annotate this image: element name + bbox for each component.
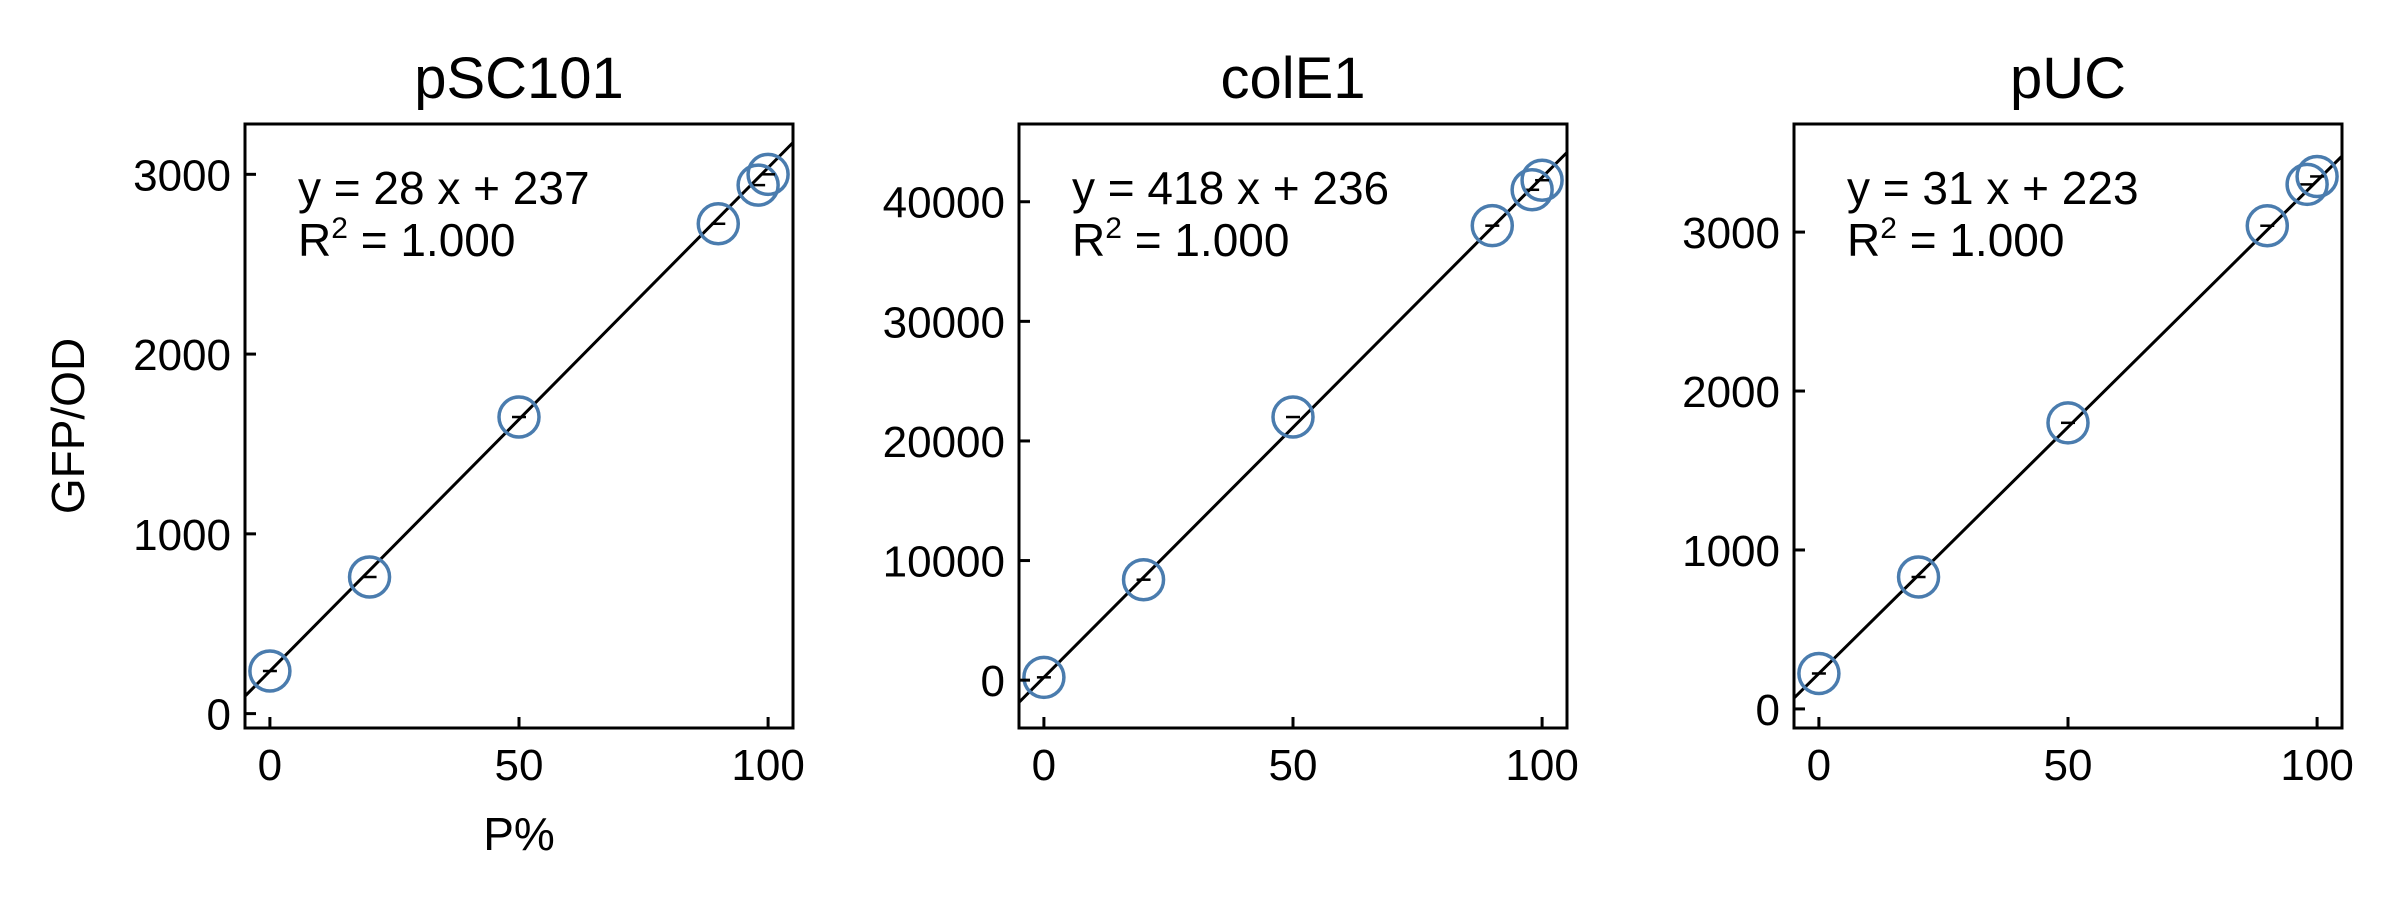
x-tick-label: 50 (2044, 741, 2093, 790)
fit-equation: y = 31 x + 223 (1847, 162, 2139, 214)
chart-title: pSC101 (414, 46, 624, 111)
data-point (347, 555, 392, 599)
fit-line (1019, 151, 1567, 704)
data-point (736, 163, 780, 207)
x-tick-label: 100 (2280, 741, 2353, 790)
x-axis-label: P% (483, 808, 555, 860)
r-squared: R2 = 1.000 (1847, 212, 2064, 266)
chart-title: colE1 (1220, 46, 1365, 111)
x-tick-label: 0 (1807, 741, 1831, 790)
r-squared: R2 = 1.000 (1072, 212, 1289, 266)
fit-line (1794, 155, 2342, 700)
y-tick-label: 2000 (133, 331, 231, 380)
y-tick-label: 1000 (1682, 527, 1780, 576)
data-point (1022, 655, 1066, 700)
x-tick-label: 0 (1032, 741, 1056, 790)
x-tick-label: 50 (495, 741, 544, 790)
data-point (2245, 203, 2290, 248)
data-point (1896, 555, 1941, 599)
y-tick-label: 30000 (883, 298, 1005, 347)
data-point (696, 202, 741, 246)
y-axis-label: GFP/OD (42, 338, 94, 514)
y-tick-label: 2000 (1682, 368, 1780, 417)
data-point (746, 152, 790, 197)
y-tick-label: 10000 (883, 538, 1005, 587)
data-point (497, 395, 541, 439)
y-tick-label: 40000 (883, 179, 1005, 228)
y-tick-label: 0 (981, 657, 1005, 706)
y-tick-label: 0 (1756, 686, 1780, 735)
y-tick-label: 20000 (883, 418, 1005, 467)
data-point (1520, 158, 1564, 202)
data-point (1510, 168, 1554, 212)
x-tick-label: 100 (731, 741, 804, 790)
fit-equation: y = 418 x + 236 (1072, 162, 1389, 214)
r-squared: R2 = 1.000 (298, 212, 515, 266)
x-tick-label: 50 (1269, 741, 1318, 790)
y-tick-label: 1000 (133, 511, 231, 560)
data-point (2285, 162, 2329, 207)
data-point (2046, 401, 2090, 445)
fit-equation: y = 28 x + 237 (298, 162, 590, 214)
data-point (1271, 395, 1315, 439)
data-point (2295, 154, 2339, 199)
x-tick-label: 100 (1505, 741, 1578, 790)
data-point (1470, 203, 1515, 248)
data-point (1797, 651, 1841, 696)
y-tick-label: 3000 (1682, 209, 1780, 258)
data-point (1121, 557, 1166, 602)
panel-colE1: 0 50 100 0 10000 20000 30000 40000 colE1 y = 418 … (883, 46, 1579, 790)
data-point (248, 649, 292, 693)
chart-title: pUC (2010, 46, 2126, 111)
y-tick-label: 3000 (133, 151, 231, 200)
y-tick-label: 0 (207, 691, 231, 740)
x-tick-label: 0 (258, 741, 282, 790)
